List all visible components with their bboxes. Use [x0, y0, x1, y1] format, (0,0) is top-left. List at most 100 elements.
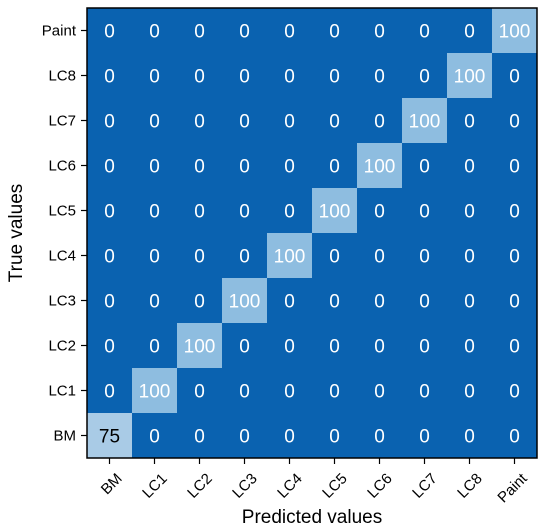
cell-value-label: 0	[464, 292, 475, 313]
heatmap-cell	[492, 233, 537, 278]
x-axis-title: Predicted values	[242, 507, 382, 528]
y-axis-ticks: BM LC1 LC2 LC3 LC4 LC5 LC6 LC7 LC8 Paint	[42, 23, 87, 445]
heatmap-cell	[492, 323, 537, 368]
cell-value-label: 0	[464, 157, 475, 178]
heatmap-cell	[177, 143, 222, 188]
cell-value-label: 0	[374, 22, 385, 43]
heatmap-cell	[402, 53, 447, 98]
heatmap-cell	[402, 368, 447, 413]
cell-value-label: 0	[374, 292, 385, 313]
cell-value-label: 0	[374, 247, 385, 268]
heatmap-cell	[177, 98, 222, 143]
cell-value-label: 0	[284, 292, 295, 313]
cell-value-label: 0	[329, 22, 340, 43]
cell-value-label: 0	[194, 382, 205, 403]
cell-value-label: 0	[194, 112, 205, 133]
cell-value-label: 0	[419, 202, 430, 223]
cell-value-label: 0	[194, 22, 205, 43]
heatmap-cell	[357, 53, 402, 98]
heatmap-cell	[267, 233, 312, 278]
cell-value-label: 0	[509, 112, 520, 133]
heatmap-cell	[222, 98, 267, 143]
heatmap-cell	[447, 233, 492, 278]
cell-value-label: 0	[149, 22, 160, 43]
heatmap-cell	[87, 53, 132, 98]
cell-value-label: 0	[284, 427, 295, 448]
heatmap-cell	[87, 368, 132, 413]
heatmap-cell	[402, 98, 447, 143]
cell-value-label: 0	[284, 67, 295, 88]
cell-value-label: 0	[509, 202, 520, 223]
heatmap-cell	[312, 98, 357, 143]
heatmap-cell	[447, 143, 492, 188]
cell-value-label: 0	[464, 382, 475, 403]
heatmap-cell	[402, 413, 447, 458]
heatmap-cell	[87, 8, 132, 53]
cell-value-label: 0	[149, 157, 160, 178]
heatmap-cell	[177, 368, 222, 413]
heatmap-cell	[447, 8, 492, 53]
heatmap-cell	[177, 278, 222, 323]
heatmap-cell	[132, 323, 177, 368]
cell-value-label: 0	[194, 157, 205, 178]
plot-frame	[86, 7, 538, 459]
cell-value-label: 0	[464, 202, 475, 223]
cell-value-label: 0	[509, 67, 520, 88]
heatmap-cell	[312, 8, 357, 53]
cell-value-label: 100	[319, 202, 351, 223]
heatmap-cell	[492, 143, 537, 188]
cell-value-label: 0	[509, 337, 520, 358]
heatmap-cell	[132, 233, 177, 278]
heatmap-cell	[402, 278, 447, 323]
cell-value-label: 0	[329, 337, 340, 358]
cell-value-label: 0	[509, 292, 520, 313]
heatmap-cell	[177, 8, 222, 53]
cell-value-label: 0	[374, 427, 385, 448]
cell-value-label: 0	[329, 382, 340, 403]
heatmap-cell	[222, 233, 267, 278]
cell-value-label: 100	[499, 22, 531, 43]
cell-value-label: 0	[509, 157, 520, 178]
cell-value-label: 0	[419, 157, 430, 178]
heatmap-cell	[132, 188, 177, 233]
cell-value-label: 100	[364, 157, 396, 178]
y-axis-title: True values	[6, 184, 27, 283]
heatmap-cell	[492, 413, 537, 458]
heatmap-cell	[492, 8, 537, 53]
heatmap-cell	[267, 323, 312, 368]
cell-value-label: 0	[419, 292, 430, 313]
heatmap-cell	[312, 143, 357, 188]
cell-value-label: 0	[149, 112, 160, 133]
heatmap-cell	[222, 368, 267, 413]
cell-value-label: 100	[229, 292, 261, 313]
cell-value-label: 0	[464, 337, 475, 358]
cell-value-label: 0	[104, 112, 115, 133]
cell-value-label: 0	[419, 382, 430, 403]
cell-value-label: 0	[464, 247, 475, 268]
cell-value-label: 0	[149, 247, 160, 268]
y-tick-label: LC5	[48, 203, 76, 220]
cell-value-label: 0	[149, 292, 160, 313]
heatmap-cell	[402, 233, 447, 278]
heatmap-cell	[222, 8, 267, 53]
cell-value-label: 0	[104, 292, 115, 313]
heatmap-cell	[447, 188, 492, 233]
cell-value-label: 0	[329, 247, 340, 268]
cell-value-label: 0	[239, 427, 250, 448]
cell-value-label: 0	[284, 202, 295, 223]
heatmap-cell	[492, 188, 537, 233]
y-tick-label: BM	[54, 428, 77, 445]
cell-value-label: 0	[194, 202, 205, 223]
cell-value-label: 0	[104, 22, 115, 43]
cell-value-label: 75	[99, 427, 120, 448]
heatmap-cell	[87, 233, 132, 278]
cell-value-label: 0	[329, 157, 340, 178]
heatmap-cell	[267, 278, 312, 323]
cell-value-label: 0	[104, 337, 115, 358]
heatmap-cell	[312, 368, 357, 413]
cell-value-label: 0	[194, 427, 205, 448]
heatmap-cell	[222, 413, 267, 458]
heatmap-cell	[312, 53, 357, 98]
y-tick-label: LC8	[48, 68, 76, 85]
heatmap-cell	[447, 413, 492, 458]
